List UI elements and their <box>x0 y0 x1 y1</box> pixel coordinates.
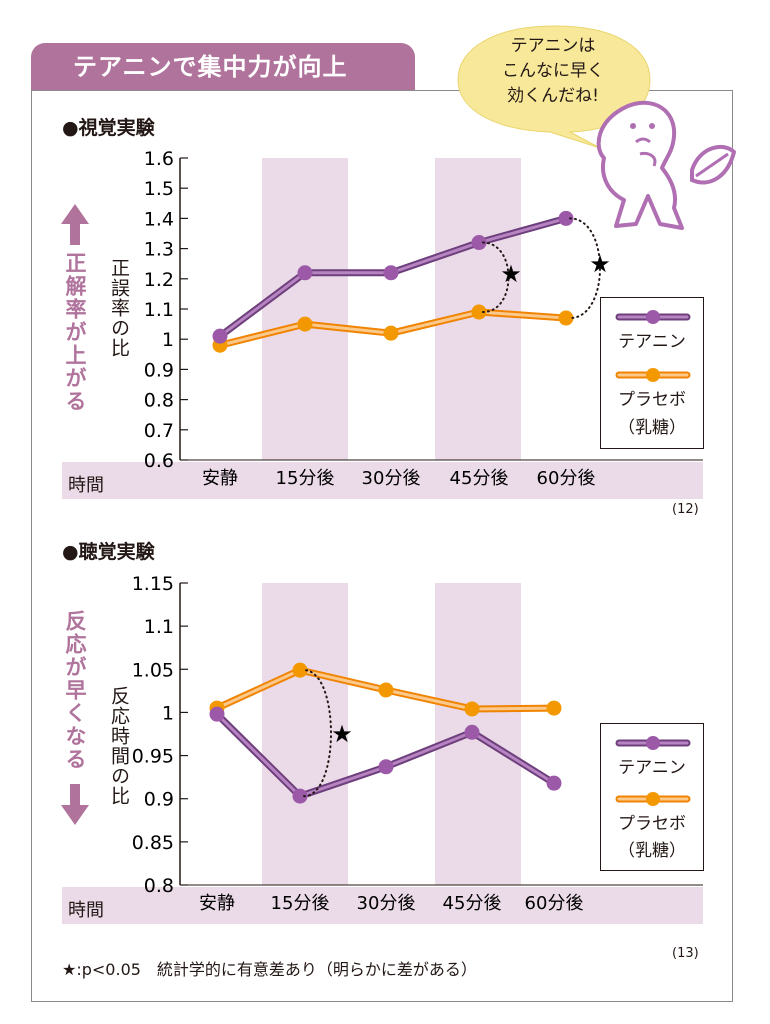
auditory-category-label: 15分後 <box>271 893 330 914</box>
auditory-down-arrow-icon <box>61 805 89 825</box>
auditory-y-tick-label: 1.1 <box>144 616 174 638</box>
visual-category-label: 30分後 <box>362 468 421 489</box>
page-title: テアニンで集中力が向上 <box>31 43 415 91</box>
auditory-time-label: 時間 <box>68 900 104 921</box>
legend-placebo-sub: （乳糖） <box>618 418 686 438</box>
auditory-category-label: 30分後 <box>357 893 416 914</box>
auditory-axis-title: 反応時間の比 <box>108 686 130 806</box>
visual-y-tick-label: 0.6 <box>144 450 174 472</box>
visual-category-label: 60分後 <box>537 468 596 489</box>
visual-y-tick-label: 1.6 <box>144 148 174 170</box>
legend-placebo-line-icon <box>615 368 691 382</box>
visual-side-label: 正解率が上がる <box>63 252 87 413</box>
bubble-line-2: こんなに早く <box>502 61 604 81</box>
visual-series-placebo-point <box>558 310 574 326</box>
auditory-y-tick-label: 0.95 <box>132 746 174 768</box>
auditory-y-tick-label: 0.85 <box>132 832 174 854</box>
visual-up-arrow-icon <box>61 204 89 224</box>
visual-y-tick-label: 1.2 <box>144 269 174 291</box>
speech-bubble <box>457 25 651 148</box>
visual-y-tick-label: 1.4 <box>144 208 174 230</box>
auditory-y-tick-label: 0.8 <box>144 875 174 897</box>
visual-y-tick-label: 1.5 <box>144 178 174 200</box>
visual-significance-bracket <box>482 241 510 314</box>
auditory-category-label: 60分後 <box>525 893 584 914</box>
visual-series-theanine-point <box>297 265 313 281</box>
auditory-series-placebo-point <box>378 682 394 698</box>
auditory-y-tick-label: 1.15 <box>132 573 174 595</box>
auditory-significance-bracket <box>303 669 332 798</box>
visual-shaded-band <box>262 158 348 460</box>
visual-series-placebo-point <box>471 304 487 320</box>
auditory-shaded-band <box>262 583 348 885</box>
visual-significance-star-icon: ★ <box>589 250 611 278</box>
visual-legend: テアニン プラセボ （乳糖） <box>600 297 704 449</box>
auditory-category-label: 45分後 <box>443 893 502 914</box>
visual-axis-title: 正誤率の比 <box>108 258 130 358</box>
auditory-series-placebo-point <box>292 662 308 678</box>
visual-category-label: 15分後 <box>276 468 335 489</box>
auditory-series-theanine-point <box>464 724 480 740</box>
visual-series-theanine-point <box>558 210 574 226</box>
auditory-section-title: ●聴覚実験 <box>62 541 155 563</box>
bubble-line-3: 効くんだね! <box>507 86 599 106</box>
auditory-y-tick-label: 1.05 <box>132 659 174 681</box>
visual-series-placebo-point <box>383 325 399 341</box>
legend-placebo: プラセボ <box>618 814 686 834</box>
auditory-legend: テアニン プラセボ （乳糖） <box>600 723 704 871</box>
visual-y-tick-label: 0.7 <box>144 420 174 442</box>
auditory-time-bar <box>62 887 703 924</box>
visual-time-label: 時間 <box>68 475 104 496</box>
auditory-series-placebo-point <box>464 701 480 717</box>
content-frame <box>31 90 733 1002</box>
visual-series-theanine-point <box>383 265 399 281</box>
legend-theanine-line-icon <box>615 310 691 324</box>
auditory-series-theanine-point <box>209 706 225 722</box>
visual-category-label: 45分後 <box>450 468 509 489</box>
legend-placebo-sub: （乳糖） <box>618 841 686 861</box>
visual-series-placebo-point <box>297 316 313 332</box>
visual-up-arrow-shaft <box>70 223 80 245</box>
tea-leaf-mascot-icon <box>596 100 737 230</box>
visual-y-tick-label: 1.1 <box>144 299 174 321</box>
visual-y-tick-label: 0.9 <box>144 359 174 381</box>
auditory-significance-star-icon: ★ <box>331 720 353 748</box>
auditory-series-theanine-point <box>292 788 308 804</box>
visual-y-tick-label: 0.8 <box>144 390 174 412</box>
auditory-series-theanine-point <box>546 775 562 791</box>
visual-y-tick-label: 1 <box>162 329 174 351</box>
bubble-line-1: テアニンは <box>510 36 596 56</box>
auditory-category-label: 安静 <box>199 893 235 914</box>
auditory-down-arrow-shaft <box>70 784 80 806</box>
auditory-series-placebo-point <box>546 700 562 716</box>
auditory-reference: (13) <box>672 946 699 961</box>
visual-category-label: 安静 <box>202 468 238 489</box>
visual-series-theanine-point <box>471 235 487 251</box>
visual-series-theanine-point <box>212 328 228 344</box>
visual-y-tick-label: 1.3 <box>144 239 174 261</box>
visual-section-title: ●視覚実験 <box>62 117 155 139</box>
auditory-y-tick-label: 0.9 <box>144 789 174 811</box>
visual-significance-star-icon: ★ <box>500 260 522 288</box>
legend-theanine: テアニン <box>618 758 686 778</box>
visual-significance-bracket <box>569 217 601 320</box>
auditory-series-theanine-point <box>378 759 394 775</box>
footnote: ★:p<0.05 統計学的に有意差あり（明らかに差がある） <box>62 960 477 979</box>
legend-placebo: プラセボ <box>618 390 686 410</box>
legend-placebo-line-icon <box>615 792 691 806</box>
auditory-side-label: 反応が早くなる <box>63 610 87 771</box>
legend-theanine: テアニン <box>618 332 686 352</box>
visual-reference: (12) <box>672 502 699 517</box>
legend-theanine-line-icon <box>615 736 691 750</box>
auditory-y-tick-label: 1 <box>162 702 174 724</box>
visual-time-bar <box>62 462 703 499</box>
bubble-text: テアニンは こんなに早く 効くんだね! <box>478 34 628 109</box>
